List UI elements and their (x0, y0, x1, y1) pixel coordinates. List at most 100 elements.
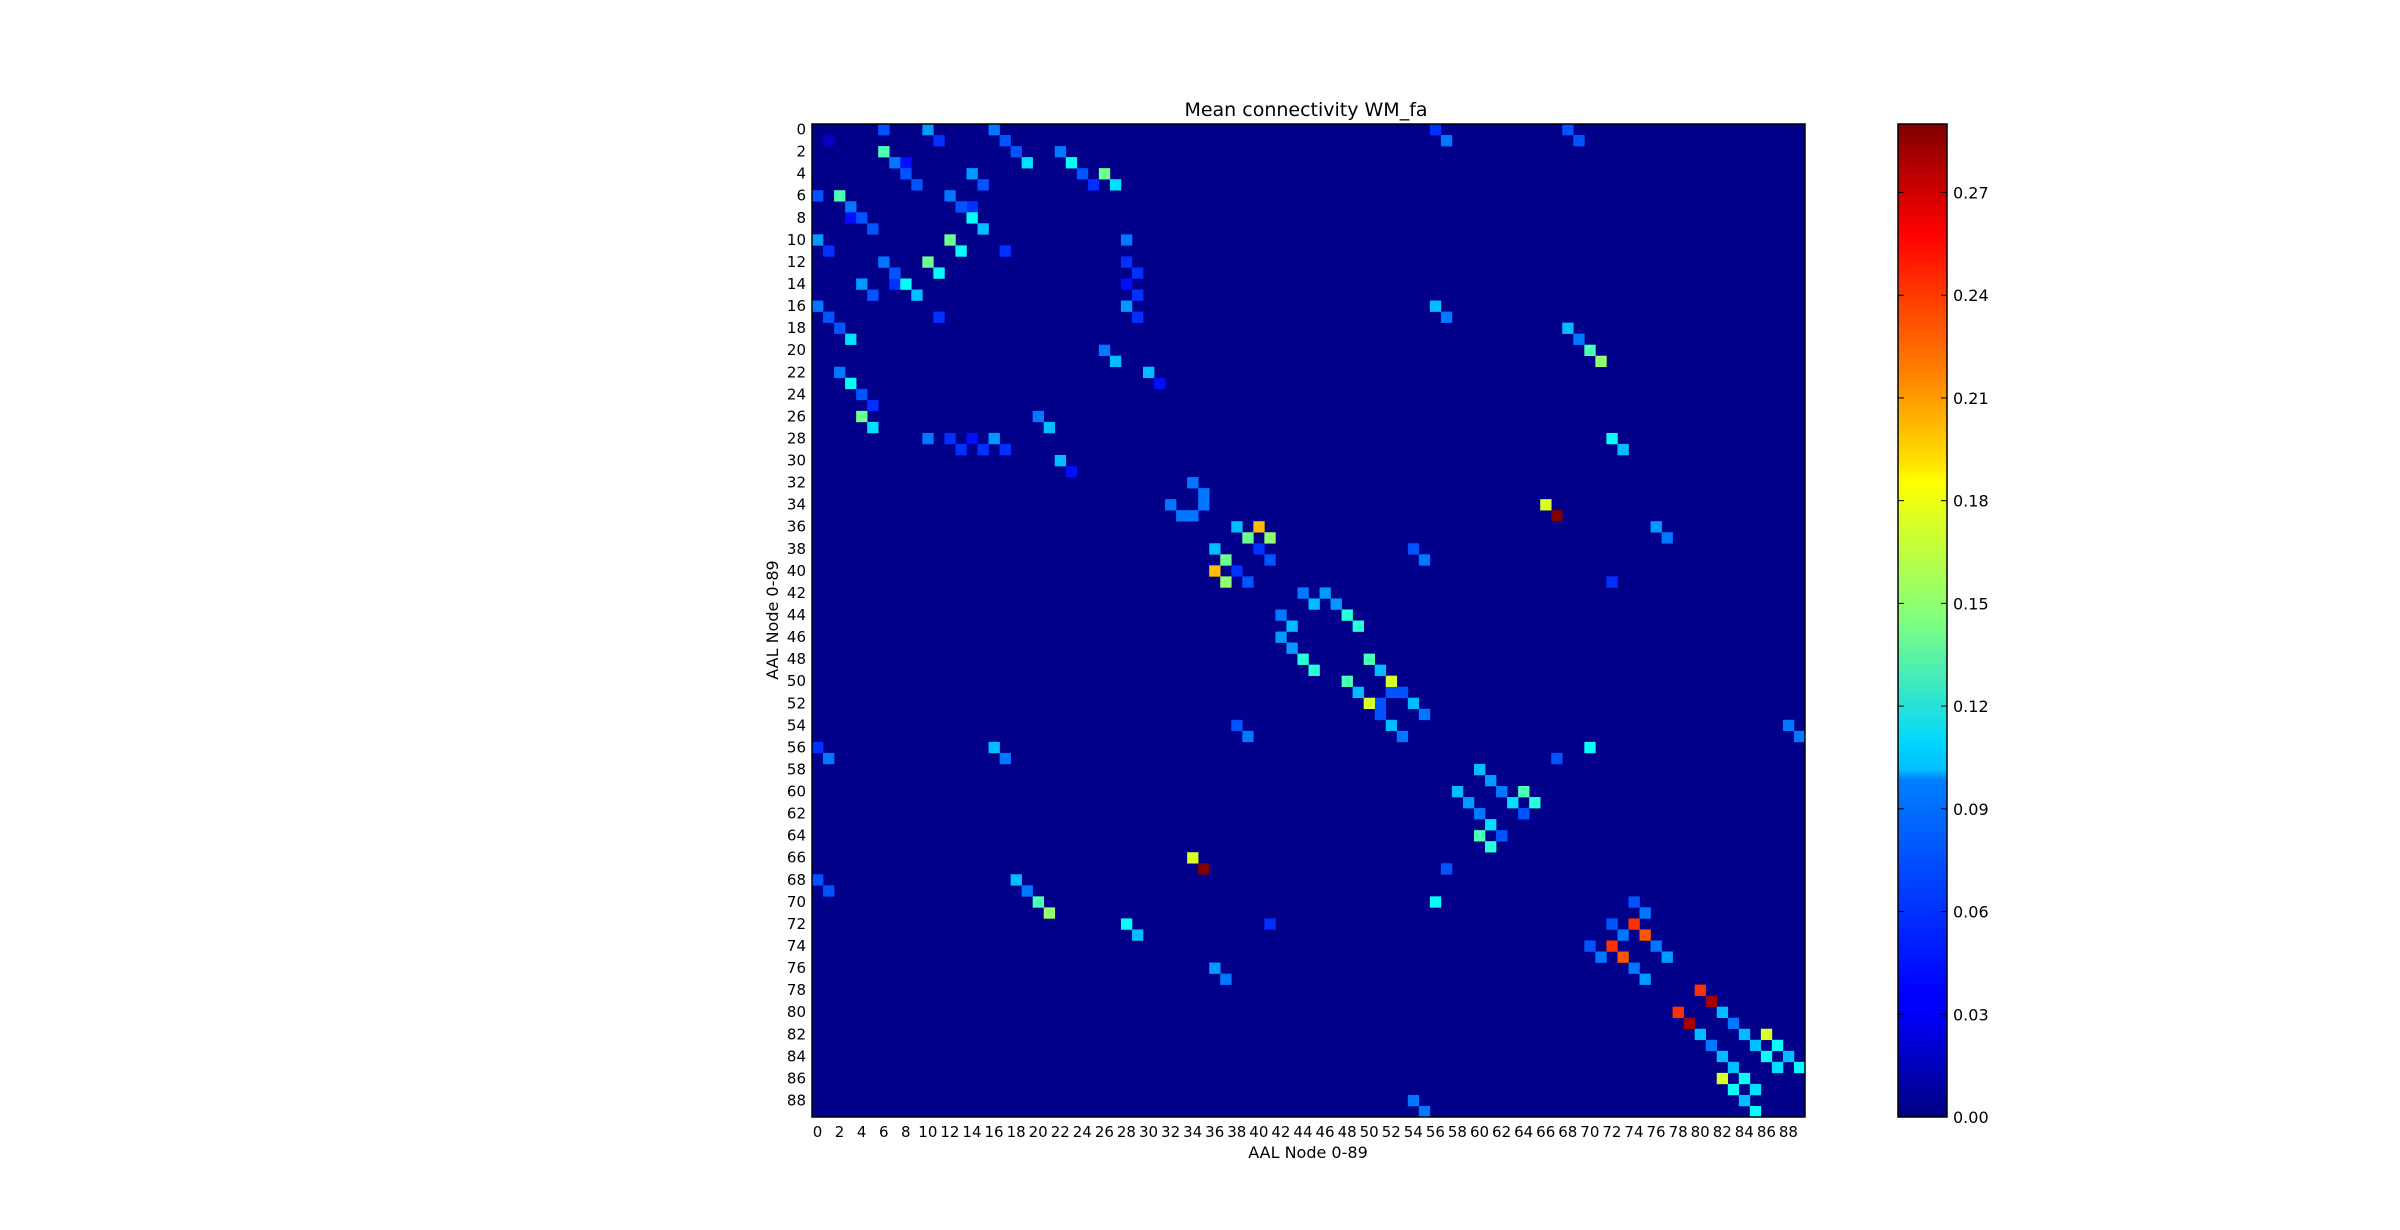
heatmap-cell (867, 223, 879, 235)
x-tick-label: 56 (1426, 1123, 1445, 1141)
heatmap-cell (1286, 642, 1298, 654)
heatmap-cell (966, 201, 978, 213)
heatmap-cell (1275, 609, 1287, 621)
heatmap-cell (1264, 918, 1276, 930)
heatmap-cell (1606, 576, 1618, 588)
heatmap-cell (1054, 146, 1067, 158)
x-tick-label: 4 (857, 1123, 867, 1141)
x-tick-label: 54 (1404, 1123, 1423, 1141)
heatmap-cell (856, 388, 868, 401)
x-tick-label: 14 (962, 1123, 981, 1141)
heatmap-cell (856, 278, 868, 290)
heatmap-cell (1187, 852, 1199, 864)
heatmap-cell (1738, 1072, 1751, 1085)
y-tick-label: 88 (787, 1091, 806, 1109)
heatmap-cell (1363, 697, 1375, 710)
heatmap-cell (1231, 719, 1243, 732)
heatmap-cell (1606, 918, 1618, 930)
heatmap-cell (1098, 168, 1111, 180)
heatmap-cell (1374, 708, 1387, 721)
heatmap-cell (1727, 1061, 1740, 1074)
y-tick-label: 58 (787, 760, 806, 778)
heatmap-cell (1154, 377, 1166, 390)
heatmap-cell (1584, 940, 1596, 952)
heatmap-cell (1606, 940, 1618, 952)
heatmap-cell (1220, 576, 1232, 588)
heatmap-cell (922, 124, 934, 136)
heatmap-cell (1793, 1061, 1806, 1074)
heatmap-cell (1485, 819, 1497, 831)
heatmap-cell (1385, 719, 1398, 732)
heatmap-cell (1187, 510, 1199, 522)
heatmap-cell (823, 135, 835, 147)
heatmap-cell (1363, 653, 1375, 665)
heatmap-cell (1120, 918, 1133, 930)
x-tick-label: 30 (1139, 1123, 1158, 1141)
heatmap-cell (1485, 841, 1497, 853)
heatmap-cell (845, 333, 857, 345)
heatmap-cell (823, 245, 835, 257)
heatmap-cell (988, 432, 1000, 445)
heatmap-cell (812, 190, 824, 202)
heatmap-cell (1220, 554, 1232, 566)
heatmap-cell (1518, 808, 1530, 820)
heatmap-cell (1540, 499, 1552, 511)
heatmap-cell (1650, 940, 1662, 952)
y-tick-label: 64 (787, 827, 806, 845)
heatmap-cell (1198, 488, 1210, 500)
y-tick-label: 4 (796, 165, 806, 183)
y-tick-label: 10 (787, 231, 806, 249)
y-tick-label: 38 (787, 540, 806, 558)
heatmap-cell (1341, 609, 1353, 621)
heatmap-cell (911, 289, 923, 301)
x-tick-label: 12 (940, 1123, 959, 1141)
heatmap-cell (1782, 719, 1795, 732)
heatmap-cell (944, 432, 956, 445)
heatmap-cell (1617, 951, 1629, 963)
heatmap-cell (900, 157, 912, 169)
heatmap-cell (867, 289, 879, 301)
y-axis-ticks: 0246810121416182022242628303234363840424… (787, 121, 806, 1110)
heatmap-cell (955, 201, 967, 213)
heatmap-cell (977, 443, 989, 456)
heatmap-cell (911, 179, 923, 191)
heatmap-cell (1242, 532, 1254, 544)
heatmap-cell (889, 267, 901, 279)
x-tick-label: 38 (1227, 1123, 1246, 1141)
y-tick-label: 48 (787, 650, 806, 668)
x-tick-label: 68 (1558, 1123, 1577, 1141)
heatmap-cell (1352, 620, 1364, 632)
heatmap-cell (1407, 1094, 1420, 1107)
heatmap-cell (1440, 863, 1453, 875)
heatmap-cell (933, 311, 945, 323)
heatmap-cell (1297, 653, 1309, 665)
x-tick-label: 66 (1536, 1123, 1555, 1141)
heatmap-cell (999, 443, 1011, 456)
heatmap-cell (1176, 510, 1188, 522)
heatmap-cell (922, 256, 934, 268)
y-tick-label: 14 (787, 275, 806, 293)
heatmap-cell (1308, 598, 1320, 610)
heatmap-cell (1573, 135, 1585, 147)
heatmap-cell (1385, 675, 1398, 687)
heatmap-cell (1650, 521, 1662, 533)
x-tick-label: 18 (1007, 1123, 1026, 1141)
heatmap-cell (1485, 774, 1497, 787)
heatmap-cell (1418, 1105, 1431, 1118)
y-tick-label: 66 (787, 849, 806, 867)
heatmap-cell (955, 443, 967, 456)
x-tick-label: 44 (1293, 1123, 1312, 1141)
x-tick-label: 40 (1249, 1123, 1268, 1141)
heatmap-cell (1639, 929, 1651, 941)
heatmap-cell (878, 124, 890, 136)
heatmap-cell (1076, 168, 1089, 180)
heatmap-cell (823, 311, 835, 323)
y-tick-label: 18 (787, 319, 806, 337)
heatmap-cell (1551, 752, 1563, 765)
y-tick-label: 24 (787, 385, 806, 403)
heatmap-cell (878, 256, 890, 268)
x-tick-label: 0 (813, 1123, 823, 1141)
y-tick-label: 0 (796, 121, 806, 139)
x-tick-label: 32 (1161, 1123, 1180, 1141)
